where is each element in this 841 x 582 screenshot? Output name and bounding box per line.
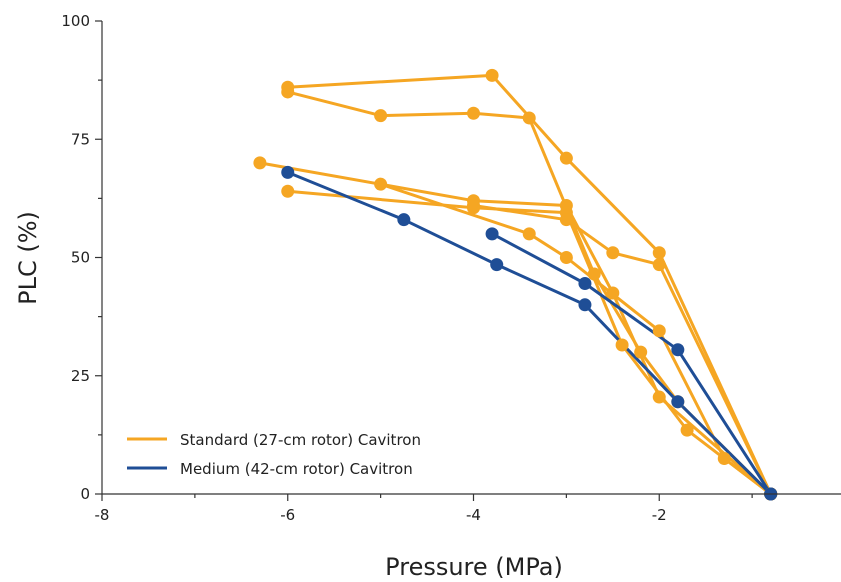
series-line	[258, 161, 773, 496]
data-point	[559, 251, 573, 264]
series-line	[490, 232, 773, 496]
data-point	[281, 85, 295, 99]
y-axis-title: PLC (%)	[14, 211, 42, 305]
x-tick-label: -2	[652, 506, 667, 524]
x-tick-label: -6	[280, 506, 295, 524]
data-point	[671, 395, 685, 409]
data-point	[490, 258, 504, 272]
legend-label-medium: Medium (42-cm rotor) Cavitron	[180, 460, 413, 478]
data-point	[374, 109, 388, 123]
data-point	[652, 390, 666, 404]
data-point	[559, 213, 573, 227]
data-point	[374, 177, 388, 191]
legend: Standard (27-cm rotor) Cavitron Medium (…	[127, 431, 421, 478]
data-point	[652, 258, 666, 272]
data-point	[559, 151, 573, 165]
x-ticks: -8-6-4-20	[95, 494, 841, 524]
data-point	[671, 343, 685, 357]
data-point	[397, 213, 411, 227]
data-point	[485, 227, 499, 241]
data-point	[717, 452, 731, 466]
data-point	[467, 106, 480, 120]
data-point	[253, 156, 267, 170]
axes	[101, 21, 841, 495]
data-point	[281, 184, 295, 198]
data-point	[615, 338, 629, 352]
data-point	[606, 286, 620, 300]
legend-label-standard: Standard (27-cm rotor) Cavitron	[180, 431, 421, 449]
data-point	[606, 246, 620, 260]
data-point	[578, 277, 592, 291]
x-tick-label: -4	[466, 506, 481, 524]
data-point	[652, 324, 666, 338]
data-point	[522, 227, 536, 241]
data-point	[680, 423, 694, 437]
y-tick-label: 75	[71, 130, 90, 148]
y-tick-label: 100	[61, 12, 90, 30]
x-tick-label: -8	[95, 506, 110, 524]
data-point	[281, 165, 295, 179]
data-point	[522, 111, 536, 125]
data-point	[578, 298, 592, 312]
data-point	[634, 345, 648, 359]
x-axis-title: Pressure (MPa)	[385, 553, 563, 581]
y-ticks: 0 25 50 75 100	[61, 12, 102, 503]
data-point	[467, 198, 480, 212]
y-tick-label: 25	[71, 367, 90, 385]
plot-markers	[253, 68, 778, 501]
y-tick-label: 50	[71, 249, 90, 267]
y-tick-label: 0	[80, 485, 90, 503]
data-point	[652, 246, 666, 260]
data-point	[587, 267, 601, 281]
series-line	[286, 170, 773, 496]
data-point	[485, 68, 499, 82]
